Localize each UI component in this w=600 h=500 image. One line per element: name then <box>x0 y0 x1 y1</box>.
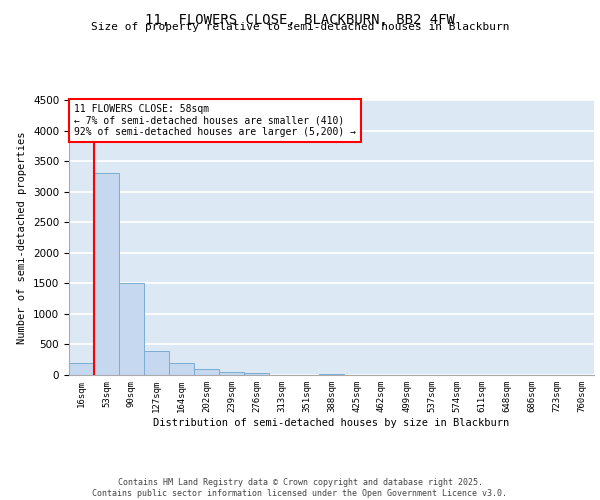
Text: 11, FLOWERS CLOSE, BLACKBURN, BB2 4FW: 11, FLOWERS CLOSE, BLACKBURN, BB2 4FW <box>145 12 455 26</box>
Bar <box>94 174 119 375</box>
Bar <box>169 363 194 375</box>
Bar <box>194 369 219 375</box>
Bar <box>319 374 344 375</box>
Bar <box>144 350 169 375</box>
Text: Contains HM Land Registry data © Crown copyright and database right 2025.
Contai: Contains HM Land Registry data © Crown c… <box>92 478 508 498</box>
Bar <box>119 284 144 375</box>
Y-axis label: Number of semi-detached properties: Number of semi-detached properties <box>17 131 28 344</box>
Text: 11 FLOWERS CLOSE: 58sqm
← 7% of semi-detached houses are smaller (410)
92% of se: 11 FLOWERS CLOSE: 58sqm ← 7% of semi-det… <box>74 104 356 138</box>
X-axis label: Distribution of semi-detached houses by size in Blackburn: Distribution of semi-detached houses by … <box>154 418 509 428</box>
Bar <box>244 373 269 375</box>
Text: Size of property relative to semi-detached houses in Blackburn: Size of property relative to semi-detach… <box>91 22 509 32</box>
Bar <box>69 363 94 375</box>
Bar <box>219 372 244 375</box>
